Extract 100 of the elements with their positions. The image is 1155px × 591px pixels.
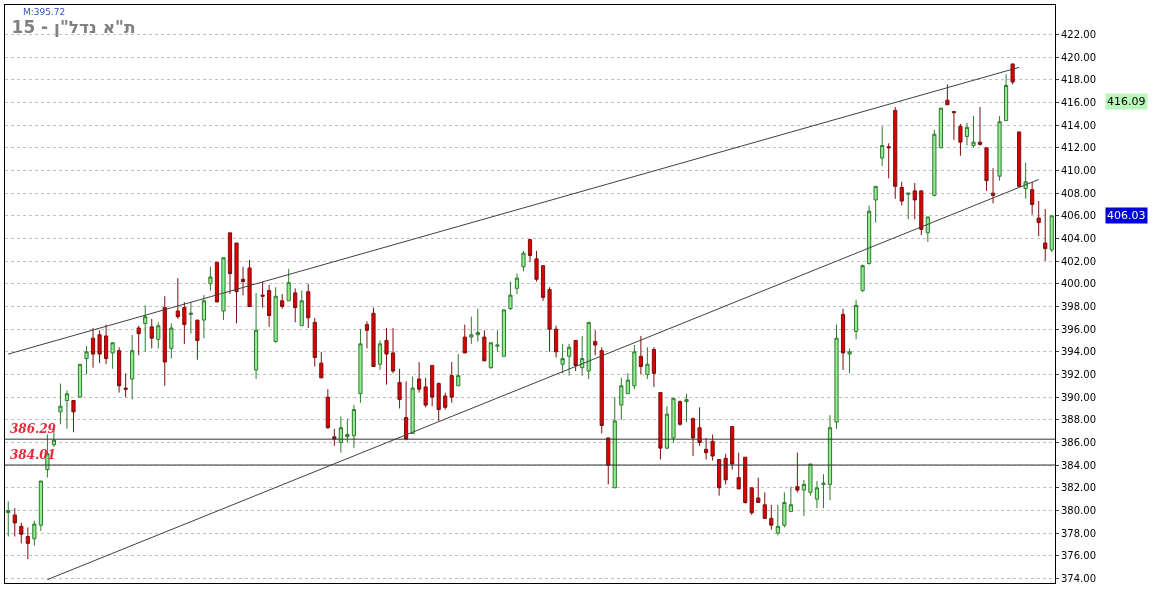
candlestick xyxy=(430,364,435,407)
y-tick-label: 404.00 xyxy=(1061,232,1096,244)
candlestick xyxy=(938,107,943,149)
y-tick-label: 384.00 xyxy=(1061,459,1096,471)
candlestick xyxy=(19,522,24,544)
y-tick-label: 386.00 xyxy=(1061,436,1096,448)
candlestick xyxy=(547,286,552,353)
candlestick xyxy=(853,299,859,340)
candlestick xyxy=(25,526,30,560)
candlestick xyxy=(273,286,278,344)
candlestick xyxy=(984,147,989,192)
candlestick xyxy=(123,372,128,398)
candlestick xyxy=(149,318,154,349)
candlestick xyxy=(201,294,207,339)
candlestick xyxy=(593,329,598,356)
y-tick-label: 418.00 xyxy=(1061,74,1096,86)
candlestick xyxy=(286,268,291,302)
candlestick xyxy=(384,327,389,386)
candlestick xyxy=(586,321,591,380)
candlestick xyxy=(840,308,846,371)
candlestick xyxy=(769,504,774,531)
candlestick xyxy=(977,106,983,147)
candlestick xyxy=(703,437,709,460)
candlestick xyxy=(567,343,572,377)
candlestick xyxy=(110,342,115,370)
candlestick xyxy=(410,376,415,434)
candlestick xyxy=(312,317,317,368)
y-tick-label: 412.00 xyxy=(1061,142,1096,154)
y-tick-label: 410.00 xyxy=(1061,164,1096,176)
candlestick xyxy=(690,417,696,457)
candlestick xyxy=(775,504,780,536)
candlestick xyxy=(188,301,193,335)
candlestick xyxy=(280,293,285,310)
candlestick xyxy=(508,281,513,311)
y-tick-label: 422.00 xyxy=(1061,28,1096,40)
y-tick-label: 376.00 xyxy=(1061,550,1096,562)
candlestick xyxy=(293,287,298,323)
candlestick xyxy=(103,324,109,365)
candlestick xyxy=(136,325,141,356)
candlestick xyxy=(306,283,311,329)
candlestick xyxy=(625,372,630,395)
candlestick xyxy=(1017,131,1022,187)
candlestick xyxy=(436,381,441,422)
y-tick-label: 396.00 xyxy=(1061,323,1096,335)
candlestick xyxy=(77,363,83,398)
candlestick xyxy=(782,491,787,528)
candlestick xyxy=(175,277,180,320)
candlestick xyxy=(573,339,578,372)
candlestick xyxy=(677,400,683,426)
candlestick xyxy=(860,264,865,293)
candlestick xyxy=(873,185,878,224)
text: 406.03 xyxy=(1107,209,1146,222)
candlestick xyxy=(540,265,546,302)
candlestick xyxy=(560,343,565,374)
candlestick xyxy=(351,404,357,449)
candlestick xyxy=(925,216,930,243)
candlestick xyxy=(893,106,898,200)
y-tick-label: 408.00 xyxy=(1061,187,1096,199)
candlestick xyxy=(886,142,891,179)
candlestick xyxy=(169,322,174,360)
candlestick xyxy=(697,406,702,447)
candlestick xyxy=(612,396,617,489)
candlestick xyxy=(456,353,461,387)
candlestick xyxy=(834,324,839,430)
candlestick xyxy=(253,292,259,380)
candlestick xyxy=(990,167,996,204)
candlestick xyxy=(958,123,963,157)
candlestick xyxy=(795,452,800,493)
candlestick xyxy=(143,304,148,353)
candlestick xyxy=(749,487,754,516)
ref-line-label: 386.29 xyxy=(10,422,57,436)
candlestick xyxy=(97,329,102,364)
candlestick xyxy=(58,383,63,425)
candlestick xyxy=(899,181,904,207)
candlestick xyxy=(240,266,246,296)
candlestick xyxy=(762,491,767,519)
candlestick xyxy=(730,426,735,471)
candlestick xyxy=(345,418,350,443)
y-tick-label: 390.00 xyxy=(1061,391,1096,403)
candlestick xyxy=(423,377,428,408)
candlestick xyxy=(580,335,585,377)
candlestick xyxy=(867,205,872,266)
y-tick-label: 420.00 xyxy=(1061,51,1096,63)
y-tick-label: 394.00 xyxy=(1061,346,1096,358)
candlestick xyxy=(6,500,11,538)
candlestick xyxy=(906,192,911,220)
y-tick-label: 392.00 xyxy=(1061,368,1096,380)
candlestick xyxy=(599,346,604,434)
candlestick xyxy=(71,400,76,433)
candlestick xyxy=(997,115,1002,182)
candlestick xyxy=(117,346,122,394)
y-tick-label: 400.00 xyxy=(1061,278,1096,290)
candlestick xyxy=(632,344,637,390)
candlestick xyxy=(971,115,976,149)
candlestick xyxy=(325,388,330,430)
candlestick xyxy=(234,242,239,324)
y-tick-label: 382.00 xyxy=(1061,482,1096,494)
candlestick xyxy=(743,456,748,505)
candlestick xyxy=(1043,208,1048,262)
candlestick xyxy=(880,125,885,167)
